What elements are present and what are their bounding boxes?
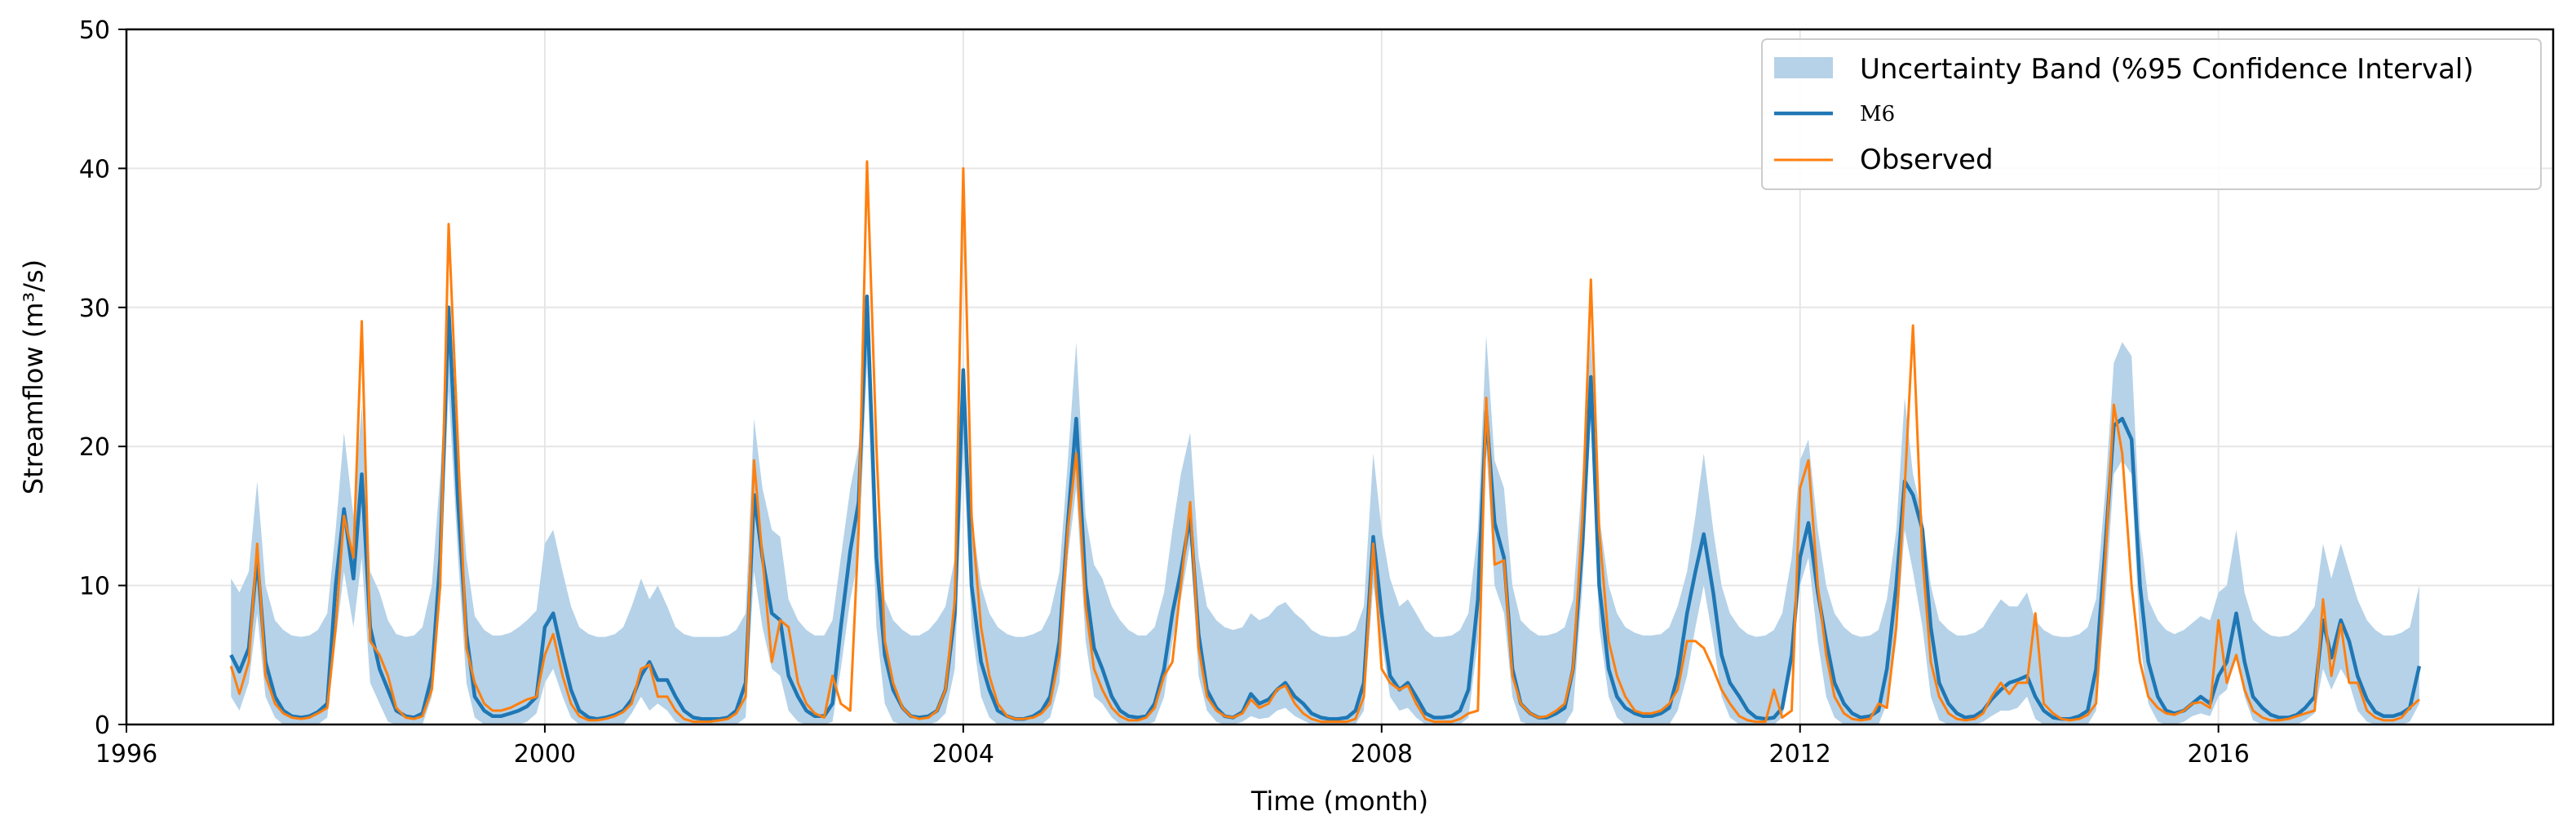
y-tick-label: 20 <box>79 433 110 462</box>
y-axis-label: Streamflow (m³/s) <box>18 259 49 494</box>
legend: Uncertainty Band (%95 Confidence Interva… <box>1761 38 2542 190</box>
observed-series-line <box>229 160 2420 724</box>
plot-area <box>229 160 2422 724</box>
legend-label-observed: Observed <box>1860 144 1994 176</box>
x-tick-label: 2004 <box>932 740 994 769</box>
x-tick-label: 2008 <box>1351 740 1413 769</box>
y-tick-label: 0 <box>95 711 110 740</box>
x-tick-label: 1996 <box>95 740 157 769</box>
x-tick-label: 2016 <box>2187 740 2249 769</box>
legend-box <box>1761 38 2542 190</box>
y-tick-label: 50 <box>79 16 110 45</box>
y-tick-label: 30 <box>79 295 110 323</box>
x-tick-label: 2012 <box>1769 740 1831 769</box>
y-tick-label: 10 <box>79 573 110 601</box>
x-axis-ticks: 1996 2000 2004 2008 2012 2016 <box>95 724 2250 769</box>
m6-series-line <box>229 294 2422 721</box>
legend-swatch-band <box>1774 57 1833 78</box>
axes-frame <box>125 28 2555 726</box>
x-tick-label: 2000 <box>514 740 576 769</box>
y-tick-label: 40 <box>79 155 110 184</box>
legend-label-m6: M6 <box>1860 102 1895 126</box>
x-axis-label: Time (month) <box>1250 786 1428 817</box>
legend-label-band: Uncertainty Band (%95 Confidence Interva… <box>1860 53 2474 86</box>
y-axis-ticks: 0 10 20 30 40 50 <box>79 16 126 740</box>
